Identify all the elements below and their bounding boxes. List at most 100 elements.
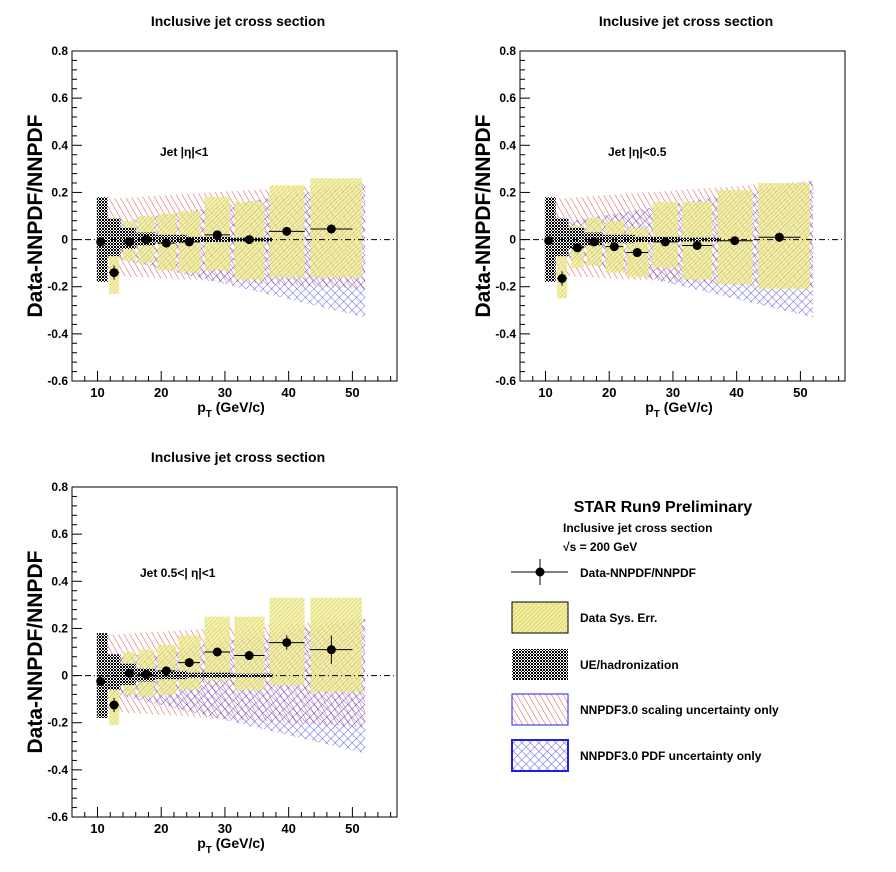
x-tick-label: 30 [218,385,232,400]
data-point [184,658,194,668]
data-point [244,651,254,661]
x-tick-label: 30 [218,821,232,836]
x-tick-label: 50 [345,385,359,400]
ue-hadronization-box [555,218,569,257]
legend-label: Data-NNPDF/NNPDF [580,566,696,580]
plot-layers [520,180,845,318]
y-tick-label: -0.4 [47,763,68,777]
x-tick-label: 50 [793,385,807,400]
sys-swatch [511,601,569,634]
data-point [282,226,292,236]
ue-hadronization-box [186,672,232,678]
data-point [124,668,134,678]
y-tick-label: 0.2 [499,185,516,199]
ue-swatch [512,649,568,680]
data-point [96,676,106,686]
plot-layers [72,597,397,754]
data-point [161,666,171,676]
y-tick-label: 0.2 [51,621,68,635]
plot-frame [71,486,398,818]
data-sys-box [310,178,362,278]
data-point [212,647,222,657]
y-tick-label: 0 [61,669,68,683]
data-point [109,268,119,278]
y-axis-label: Data-NNPDF/NNPDF [24,114,47,317]
data-point [282,638,292,648]
data-point [96,237,106,247]
data-point [109,700,119,710]
y-tick-label: 0 [509,233,516,247]
ue-hadronization-box [231,673,273,678]
y-tick-label: 0.4 [51,574,68,588]
data-point [589,237,599,247]
x-axis-label: pT (GeV/c) [197,399,265,420]
data-sys-box [758,183,810,290]
x-tick-label: 10 [538,385,552,400]
data-point [326,224,336,234]
data-point [609,242,619,252]
data-point [141,235,151,245]
chart-panel-2: Inclusive jet cross section -0.6 -0.4 -0.2… [472,13,846,420]
y-tick-label: -0.2 [47,280,68,294]
plot-frame [519,50,846,382]
data-point [124,237,134,247]
ue-hadronization-box [634,236,680,242]
data-sys-box [652,201,679,268]
x-tick-label: 20 [602,385,616,400]
y-axis-label: Data-NNPDF/NNPDF [472,114,495,317]
data-point [141,669,151,679]
data-sys-box [310,597,362,693]
x-tick-label: 40 [281,821,295,836]
y-tick-label: -0.4 [495,327,516,341]
x-axis-label: pT (GeV/c) [645,399,713,420]
y-tick-label: 0.4 [51,138,68,152]
x-tick-label: 10 [90,385,104,400]
ue-hadronization-box [107,218,121,257]
legend-item-data: Data-NNPDF/NNPDF [511,559,696,585]
pdf-swatch [511,739,569,772]
legend-item-ue: UE/hadronization [512,649,679,680]
data-point [692,240,702,250]
legend-panel: STAR Run9 Preliminary Inclusive jet cros… [511,499,779,772]
data-point [212,230,222,240]
panel-annotation: Jet 0.5<| η|<1 [140,566,216,580]
y-tick-label: 0.8 [51,480,68,494]
y-tick-label: 0 [61,233,68,247]
y-axis-label: Data-NNPDF/NNPDF [24,550,47,753]
ue-hadronization-box [568,227,584,249]
energy-label: √s = 200 GeV [563,540,637,554]
scaling-swatch [511,693,569,726]
plot-layers [72,178,397,318]
y-tick-label: -0.6 [495,374,516,388]
x-tick-label: 30 [666,385,680,400]
plot-area: -0.6 -0.4 -0.2 0 0.2 0.4 0.6 0.8 10 20 30 40 50 [47,44,398,400]
chart-title: Inclusive jet cross section [151,13,325,29]
ue-hadronization-box [107,654,121,690]
data-point [161,238,171,248]
legend-item-sys: Data Sys. Err. [511,601,657,634]
legend-subtitle: Inclusive jet cross section [563,521,712,535]
y-tick-label: -0.4 [47,327,68,341]
data-point [660,237,670,247]
legend-label: Data Sys. Err. [580,611,657,625]
plot-area: -0.6 -0.4 -0.2 0 0.2 0.4 0.6 0.8 10 20 30 40 50 [47,480,398,836]
data-point [632,248,642,258]
y-tick-label: 0.4 [499,138,516,152]
y-tick-label: 0.6 [499,91,516,105]
panel-annotation: Jet |η|<0.5 [608,145,667,159]
plot-frame [71,50,398,382]
x-axis-label: pT (GeV/c) [197,835,265,856]
x-tick-label: 20 [154,385,168,400]
data-point [730,236,740,246]
chart-panel-1: Inclusive jet cross section -0.6 -0.4 -0.2… [24,13,398,420]
y-tick-label: 0.6 [51,91,68,105]
data-point [244,235,254,245]
ue-hadronization-box [679,237,721,242]
y-tick-label: -0.2 [495,280,516,294]
y-tick-label: 0.8 [499,44,516,58]
status-heading: STAR Run9 Preliminary [574,499,753,516]
ue-hadronization-box [154,234,187,244]
data-point [557,273,567,283]
legend-label: NNPDF3.0 scaling uncertainty only [580,703,779,717]
plot-area: -0.6 -0.4 -0.2 0 0.2 0.4 0.6 0.8 10 20 30 40 50 [495,44,846,400]
